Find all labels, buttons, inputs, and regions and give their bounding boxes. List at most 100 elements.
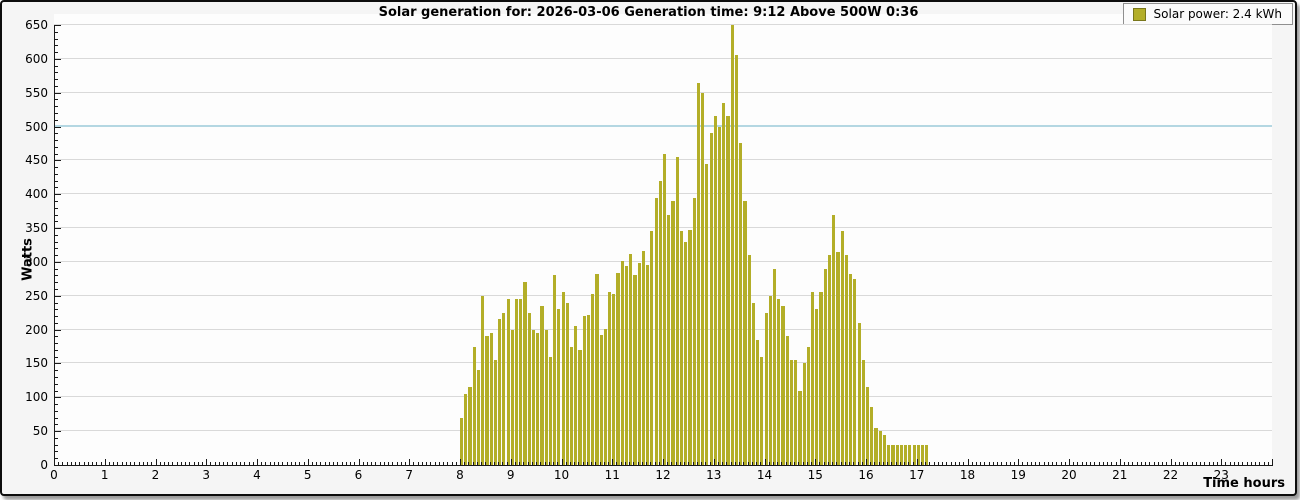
x-tick-145 <box>176 462 178 465</box>
x-tick-1380 <box>1221 459 1223 465</box>
bar-14:00 <box>764 312 768 465</box>
y-tick-label-650: 650 <box>25 18 48 32</box>
x-tick-570 <box>536 462 538 465</box>
legend: Solar power: 2.4 kWh <box>1122 3 1293 25</box>
x-tick-1025 <box>920 462 922 465</box>
x-tick-820 <box>747 462 749 465</box>
gridline-600 <box>54 57 1272 59</box>
y-tick-610 <box>55 52 58 54</box>
y-tick-330 <box>55 241 58 243</box>
bar-8:40 <box>493 360 498 465</box>
x-tick-1325 <box>1174 462 1176 465</box>
x-tick-800 <box>730 462 732 465</box>
x-tick-25 <box>75 462 77 465</box>
x-tick-685 <box>633 462 635 465</box>
y-tick-590 <box>55 65 58 67</box>
x-tick-240 <box>257 459 258 465</box>
bar-9:20 <box>527 312 531 465</box>
bar-16:30 <box>891 444 895 465</box>
x-tick-150 <box>180 462 182 465</box>
bar-13:30 <box>739 143 743 465</box>
x-tick-890 <box>806 462 808 465</box>
y-tick-label-0: 0 <box>40 458 48 472</box>
x-tick-1315 <box>1166 462 1168 465</box>
x-tick-label-16: 16 <box>858 468 874 482</box>
x-tick-510 <box>485 462 487 465</box>
x-tick-1265 <box>1123 462 1125 465</box>
x-tick-1370 <box>1212 462 1214 465</box>
bar-16:25 <box>887 444 891 465</box>
x-tick-670 <box>620 462 622 465</box>
gridline-650 <box>54 24 1272 25</box>
y-tick-570 <box>55 79 58 81</box>
y-tick-label-600: 600 <box>25 51 48 66</box>
x-tick-label-11: 11 <box>604 468 620 482</box>
bar-12:15 <box>675 157 679 465</box>
y-tick-450 <box>55 160 61 162</box>
bar-15:05 <box>819 292 823 465</box>
x-tick-775 <box>709 462 711 465</box>
x-tick-45 <box>92 462 94 465</box>
x-tick-1010 <box>908 462 910 465</box>
x-tick-1425 <box>1259 462 1261 465</box>
x-tick-735 <box>675 462 677 465</box>
x-tick-600 <box>561 459 563 465</box>
bar-10:15 <box>574 326 578 465</box>
x-tick-1270 <box>1128 462 1130 465</box>
x-tick-490 <box>468 462 470 465</box>
x-tick-1235 <box>1098 462 1100 465</box>
y-tick-label-50: 50 <box>32 424 48 439</box>
bar-15:30 <box>840 231 844 465</box>
x-tick-225 <box>244 462 246 465</box>
x-tick-935 <box>844 462 846 465</box>
x-tick-605 <box>565 462 567 465</box>
x-tick-1395 <box>1233 462 1235 465</box>
y-tick-400 <box>55 194 61 196</box>
bar-10:30 <box>586 314 591 465</box>
x-tick-840 <box>764 459 766 465</box>
y-tick-210 <box>55 322 58 324</box>
x-tick-1240 <box>1102 462 1104 465</box>
x-tick-620 <box>578 462 580 465</box>
x-tick-label-12: 12 <box>655 468 671 482</box>
x-tick-730 <box>671 462 673 465</box>
x-tick-285 <box>295 462 297 465</box>
x-tick-380 <box>375 462 377 465</box>
bar-17:10 <box>925 444 929 465</box>
x-tick-790 <box>722 462 724 465</box>
y-tick-440 <box>55 167 58 169</box>
x-tick-1070 <box>959 462 961 465</box>
x-tick-220 <box>240 462 242 465</box>
y-tick-350 <box>55 228 61 230</box>
x-tick-910 <box>823 462 825 465</box>
bar-8:25 <box>481 295 485 465</box>
x-tick-565 <box>531 462 533 465</box>
x-tick-780 <box>713 459 715 465</box>
x-tick-215 <box>235 462 237 465</box>
bar-14:50 <box>806 346 810 465</box>
x-tick-865 <box>785 462 787 465</box>
bar-14:15 <box>777 299 781 465</box>
x-tick-label-19: 19 <box>1010 468 1026 482</box>
x-tick-1225 <box>1090 462 1092 465</box>
bar-12:25 <box>684 241 688 465</box>
x-tick-945 <box>853 462 855 465</box>
x-tick-680 <box>629 462 631 465</box>
bar-11:50 <box>654 197 658 465</box>
x-tick-740 <box>679 462 681 465</box>
y-tick-60 <box>55 424 58 426</box>
x-tick-1160 <box>1035 462 1037 465</box>
x-tick-1200 <box>1069 459 1070 465</box>
y-tick-530 <box>55 106 58 108</box>
x-tick-690 <box>637 462 639 465</box>
bar-10:35 <box>591 293 595 465</box>
x-tick-460 <box>443 462 445 465</box>
x-tick-115 <box>151 462 153 465</box>
bar-15:40 <box>849 274 853 465</box>
x-tick-895 <box>811 462 813 465</box>
x-tick-655 <box>608 462 610 465</box>
bar-13:10 <box>722 102 726 465</box>
bar-13:20 <box>730 25 734 465</box>
bar-13:15 <box>726 116 730 465</box>
x-tick-15 <box>66 462 68 465</box>
